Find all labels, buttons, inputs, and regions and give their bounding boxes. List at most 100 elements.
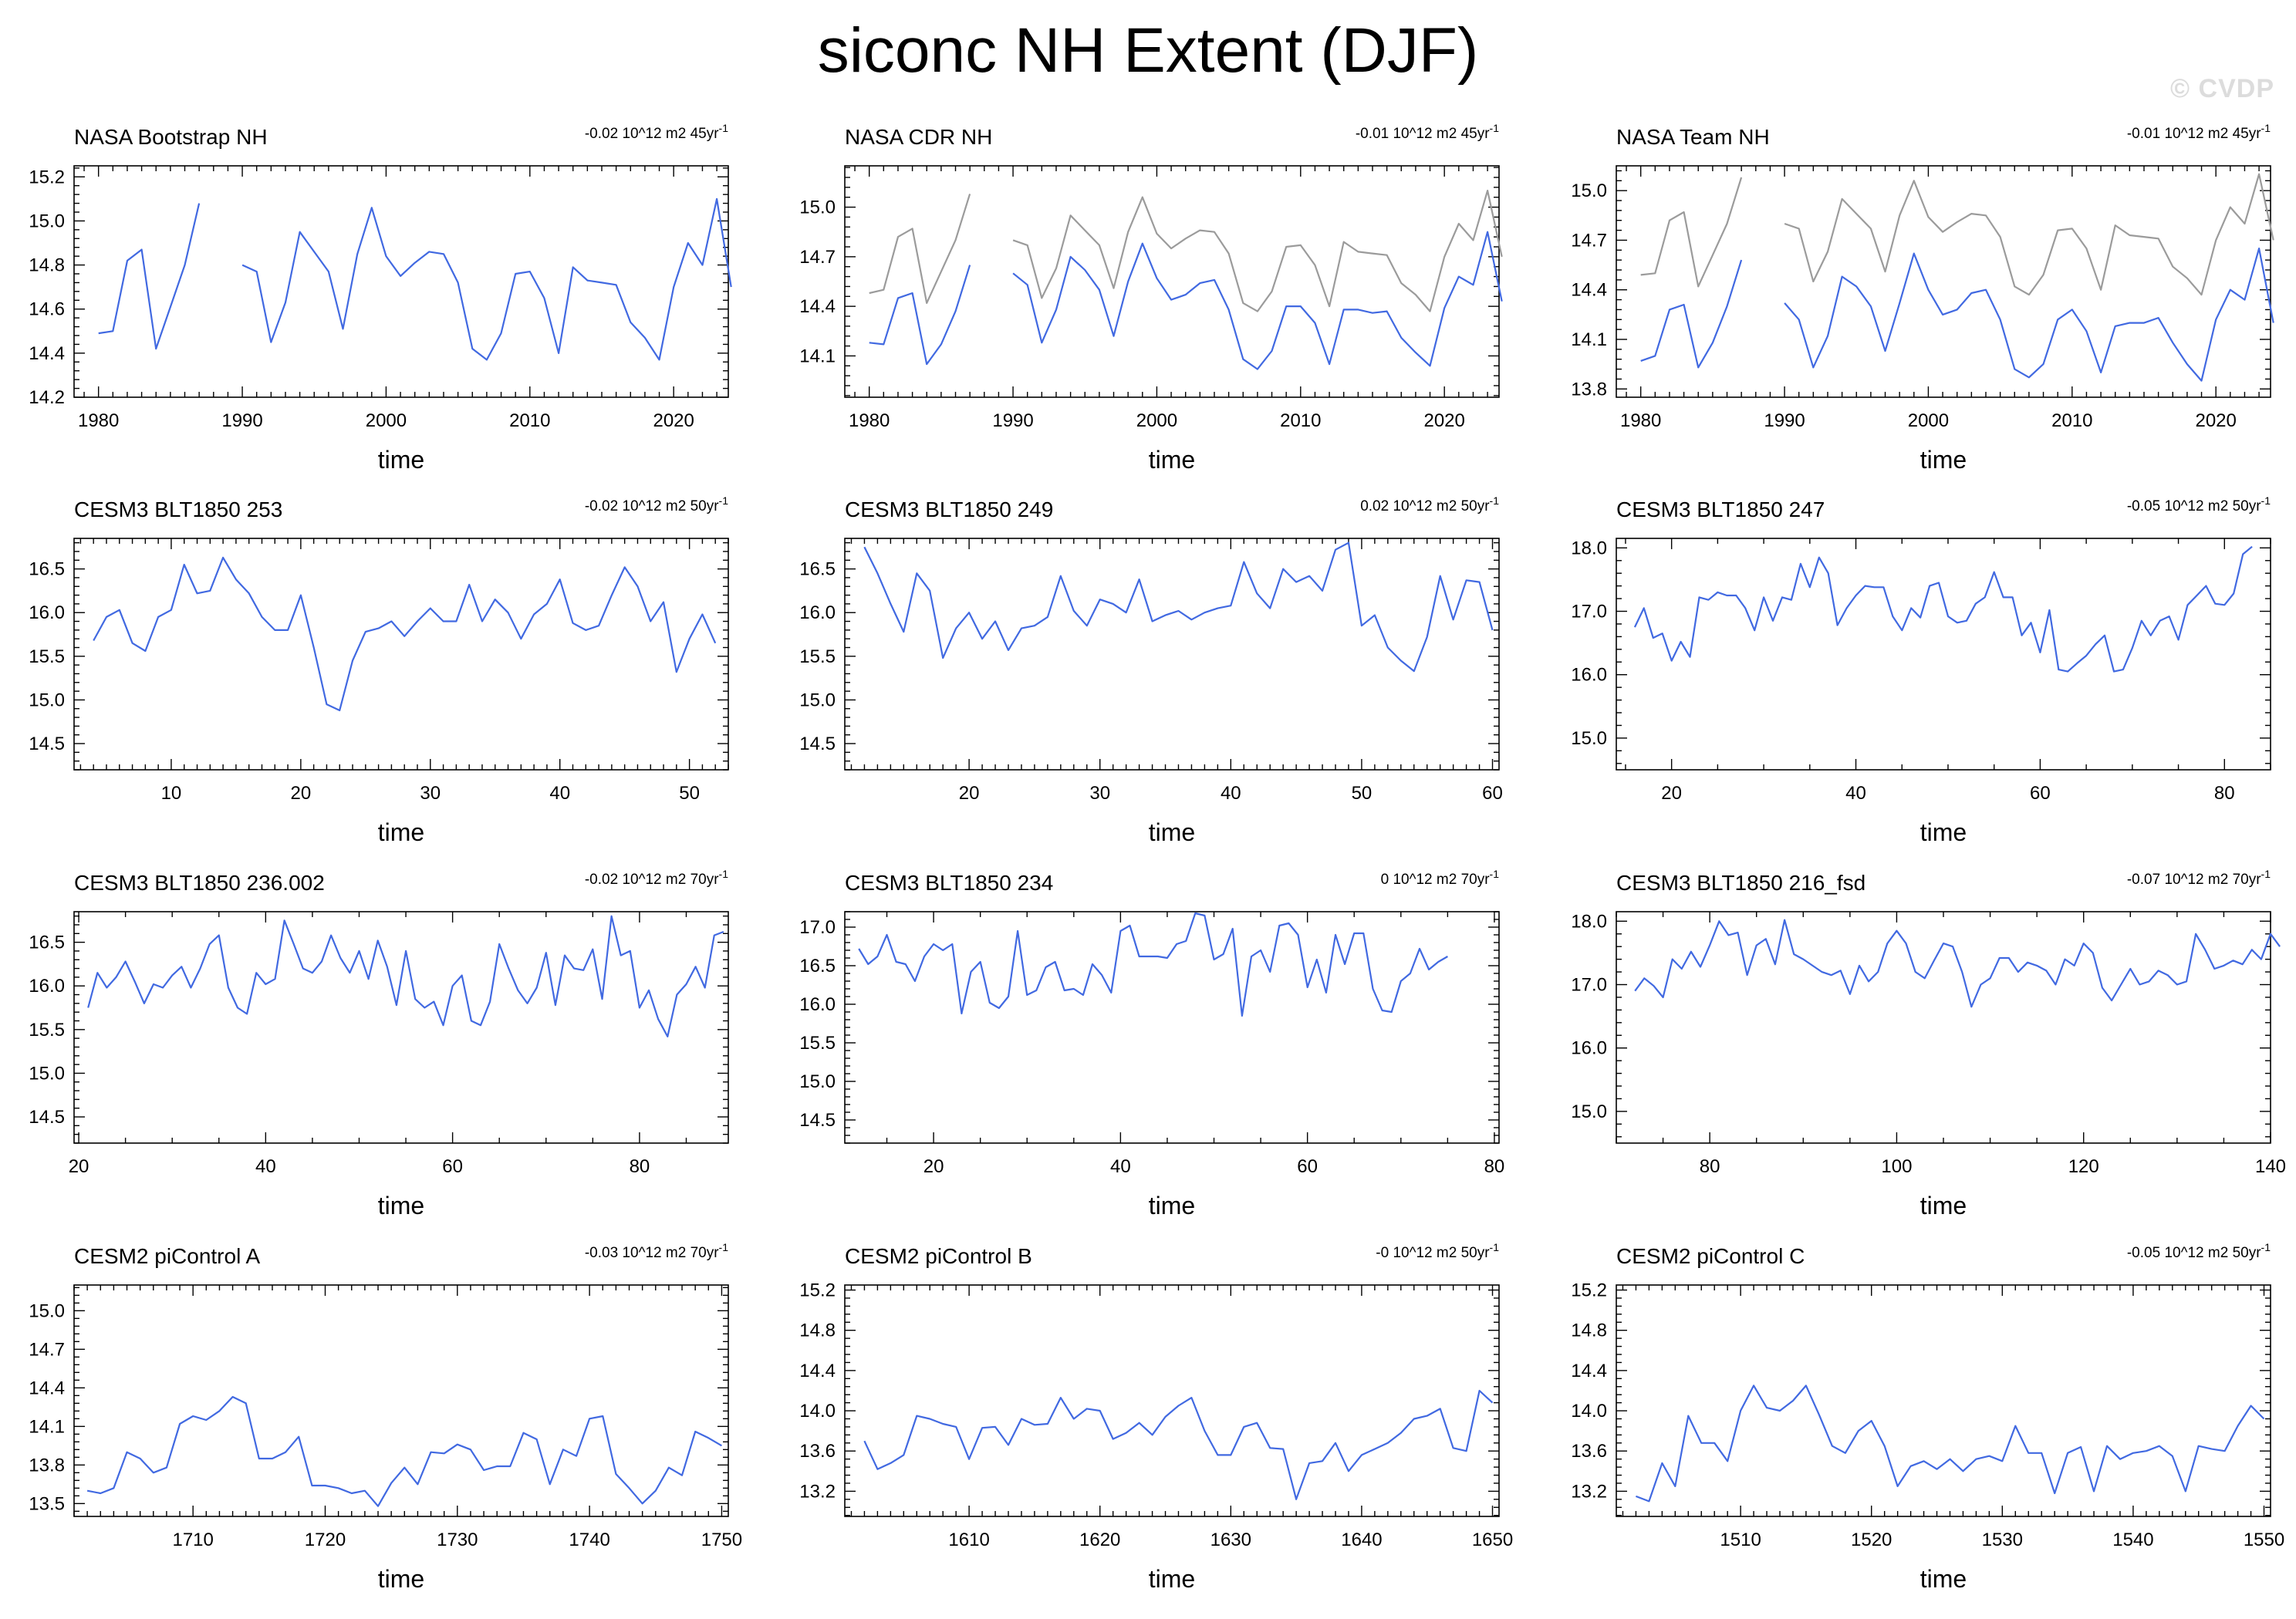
x-tick-label: 40 <box>1845 783 1866 804</box>
x-tick-label: 1610 <box>948 1530 989 1550</box>
x-tick-label: 1650 <box>1472 1530 1513 1550</box>
trend-label: -0.07 10^12 m2 70yr-1 <box>2127 868 2271 888</box>
y-tick-label: 13.2 <box>799 1481 836 1502</box>
x-tick-label: 2020 <box>1423 410 1464 431</box>
trend-value: -0.03 10^12 m2 70yr <box>585 1245 719 1261</box>
chart-title: CESM3 BLT1850 249 <box>845 498 1053 521</box>
y-tick-label: 14.1 <box>799 346 836 366</box>
x-tick-label: 140 <box>2255 1156 2286 1177</box>
x-tick-label: 100 <box>1881 1156 1912 1177</box>
chart-panel: NASA Team NH -0.01 10^12 m2 45yr-1 1980 199… <box>1571 122 2274 474</box>
y-tick-label: 15.5 <box>29 1020 65 1041</box>
y-tick-label: 16.0 <box>1571 1038 1607 1059</box>
y-tick-label: 15.2 <box>1571 1280 1607 1301</box>
trend-label: -0.01 10^12 m2 45yr-1 <box>1356 122 1499 142</box>
y-tick-label: 15.0 <box>1571 1101 1607 1122</box>
x-tick-label: 60 <box>1297 1156 1318 1177</box>
chart-panel: CESM3 BLT1850 249 0.02 10^12 m2 50yr-1 20 3… <box>799 494 1503 846</box>
x-tick-label: 80 <box>1700 1156 1720 1177</box>
trend-exponent: -1 <box>1490 1241 1500 1253</box>
y-tick-label: 16.0 <box>29 602 65 623</box>
x-tick-label: 20 <box>1661 783 1682 804</box>
y-tick-label: 13.6 <box>1571 1441 1607 1462</box>
chart-panel: NASA CDR NH -0.01 10^12 m2 45yr-1 1980 1990… <box>799 122 1503 474</box>
x-tick-label: 2020 <box>653 410 694 431</box>
x-axis-label: time <box>1149 1192 1195 1219</box>
x-axis-label: time <box>378 818 424 846</box>
x-tick-label: 1980 <box>78 410 119 431</box>
series-line <box>1634 919 2281 1008</box>
reference-series-line <box>1012 190 1503 312</box>
x-tick-label: 1620 <box>1079 1530 1120 1550</box>
series-line <box>869 265 971 366</box>
x-axis-label: time <box>1149 818 1195 846</box>
x-tick-label: 2010 <box>509 410 550 431</box>
trend-label: -0.05 10^12 m2 50yr-1 <box>2127 494 2271 514</box>
y-tick-label: 14.8 <box>1571 1320 1607 1341</box>
series-line <box>1633 545 2253 673</box>
trend-label: -0 10^12 m2 50yr-1 <box>1376 1241 1499 1261</box>
trend-value: -0.02 10^12 m2 70yr <box>585 872 719 888</box>
x-tick-label: 60 <box>1482 783 1503 804</box>
x-tick-label: 2020 <box>2195 410 2236 431</box>
plot-frame <box>1616 165 2271 398</box>
x-axis-label: time <box>378 446 424 474</box>
trend-exponent: -1 <box>2261 122 2271 134</box>
x-tick-label: 1720 <box>305 1530 346 1550</box>
chart-title: CESM3 BLT1850 253 <box>74 498 282 521</box>
x-tick-label: 40 <box>1110 1156 1131 1177</box>
chart-panel: CESM3 BLT1850 216_fsd -0.07 10^12 m2 70yr… <box>1571 868 2286 1219</box>
plot-frame <box>1616 538 2271 771</box>
chart-title: NASA Bootstrap NH <box>74 125 268 149</box>
trend-label: 0.02 10^12 m2 50yr-1 <box>1360 494 1499 514</box>
x-tick-label: 60 <box>2030 783 2051 804</box>
x-axis-label: time <box>1149 446 1195 474</box>
x-axis-label: time <box>1920 1192 1967 1219</box>
x-tick-label: 80 <box>630 1156 650 1177</box>
y-tick-label: 15.0 <box>799 690 836 710</box>
trend-value: -0.05 10^12 m2 50yr <box>2127 1245 2261 1261</box>
y-tick-label: 13.6 <box>799 1441 836 1462</box>
y-tick-label: 14.1 <box>1571 329 1607 350</box>
plot-frame <box>1616 911 2271 1144</box>
x-axis-label: time <box>378 1192 424 1219</box>
x-tick-label: 1990 <box>221 410 262 431</box>
y-tick-label: 15.0 <box>1571 728 1607 749</box>
y-tick-label: 15.2 <box>799 1280 836 1301</box>
trend-label: -0.05 10^12 m2 50yr-1 <box>2127 1241 2271 1261</box>
series-line <box>86 1395 722 1507</box>
y-tick-label: 16.5 <box>799 559 836 580</box>
chart-title: CESM3 BLT1850 216_fsd <box>1616 871 1866 895</box>
y-tick-label: 17.0 <box>799 917 836 938</box>
chart-panel: CESM2 piControl C -0.05 10^12 m2 50yr-1 15… <box>1571 1241 2284 1593</box>
chart-title: CESM2 piControl A <box>74 1244 261 1268</box>
y-tick-label: 14.8 <box>799 1320 836 1341</box>
x-tick-label: 40 <box>255 1156 276 1177</box>
x-tick-label: 20 <box>69 1156 89 1177</box>
series-line <box>1636 1385 2265 1503</box>
series-line <box>87 915 724 1038</box>
trend-label: -0.02 10^12 m2 50yr-1 <box>585 494 728 514</box>
y-tick-label: 14.7 <box>799 247 836 268</box>
x-tick-label: 50 <box>1352 783 1373 804</box>
trend-exponent: -1 <box>719 1241 729 1253</box>
x-tick-label: 1980 <box>1620 410 1661 431</box>
trend-label: 0 10^12 m2 70yr-1 <box>1381 868 1500 888</box>
trend-value: -0.02 10^12 m2 45yr <box>585 126 719 142</box>
y-tick-label: 16.0 <box>1571 665 1607 686</box>
plot-frame <box>73 911 729 1144</box>
y-tick-label: 14.2 <box>29 387 65 408</box>
cvdp-watermark: © CVDP <box>2170 74 2274 103</box>
y-tick-label: 13.8 <box>29 1455 65 1476</box>
trend-value: -0.05 10^12 m2 50yr <box>2127 498 2261 514</box>
y-tick-label: 16.5 <box>29 933 65 953</box>
trend-exponent: -1 <box>1490 494 1500 507</box>
y-tick-label: 14.4 <box>799 296 836 317</box>
chart-title: CESM2 piControl B <box>845 1244 1032 1268</box>
y-tick-label: 15.2 <box>29 167 65 187</box>
x-tick-label: 20 <box>923 1156 944 1177</box>
x-tick-label: 30 <box>420 783 441 804</box>
y-tick-label: 15.5 <box>29 646 65 667</box>
y-tick-label: 14.5 <box>799 1110 836 1131</box>
